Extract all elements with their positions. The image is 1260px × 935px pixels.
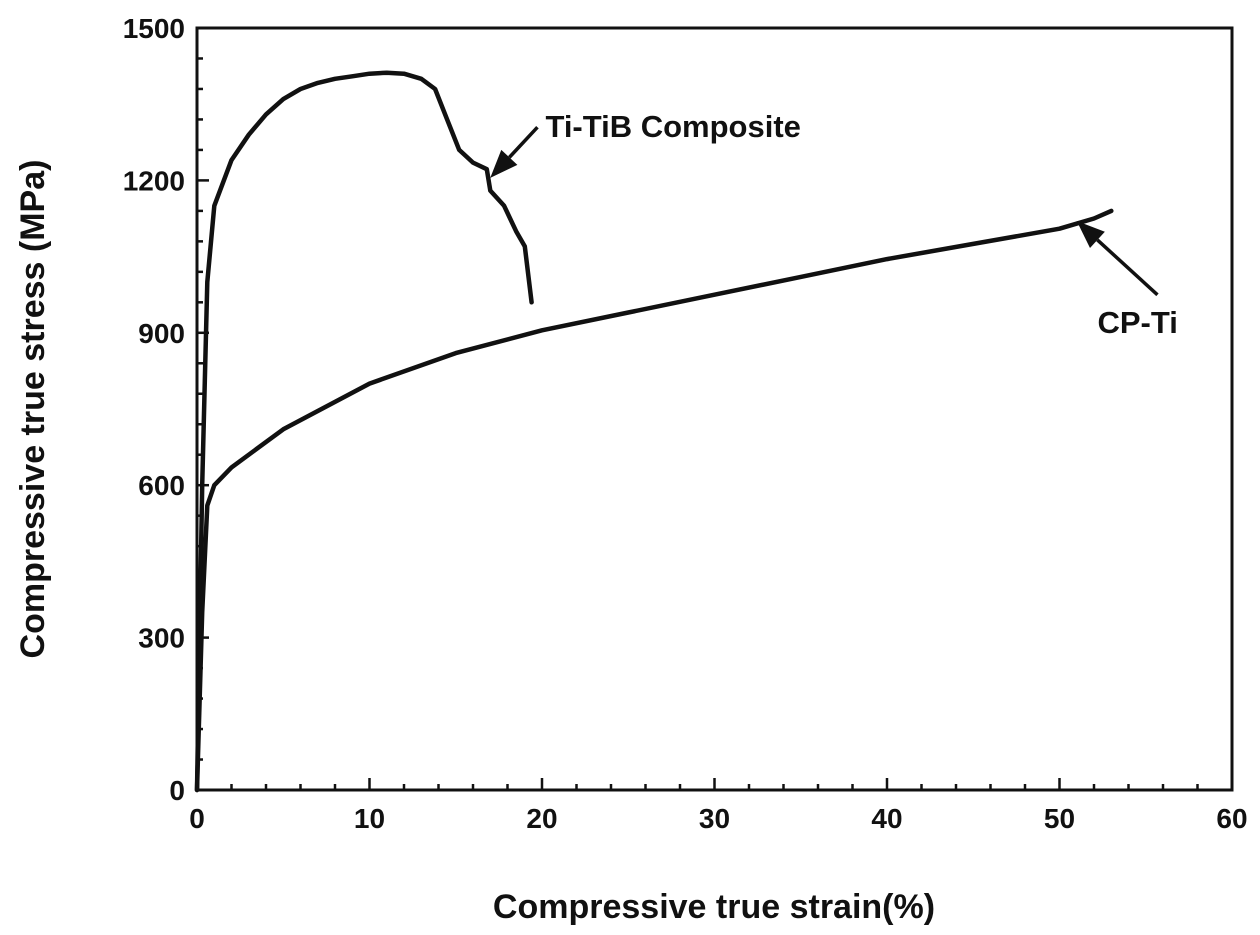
y-tick-label: 1200	[123, 165, 185, 196]
annotation-arrowhead-1	[1076, 221, 1105, 249]
annotation-label-1: CP-Ti	[1097, 305, 1177, 340]
x-tick-label: 30	[699, 803, 730, 834]
x-tick-label: 60	[1216, 803, 1247, 834]
annotation-label-0: Ti-TiB Composite	[545, 109, 800, 144]
annotation-arrow-0	[508, 126, 539, 159]
x-tick-label: 10	[354, 803, 385, 834]
series-line-0	[194, 70, 534, 793]
y-tick-label: 900	[138, 318, 185, 349]
data-series	[194, 70, 1114, 793]
annotation-arrow-1	[1096, 238, 1159, 297]
y-axis-title: Compressive true stress (MPa)	[14, 160, 52, 659]
annotations: Ti-TiB Composite CP-Ti	[490, 109, 1178, 340]
annotation-arrowhead-0	[490, 149, 518, 178]
y-tick-label: 1500	[123, 13, 185, 44]
y-tick-label: 600	[138, 470, 185, 501]
x-axis-title: Compressive true strain(%)	[493, 888, 935, 926]
y-tick-label: 0	[169, 775, 185, 806]
x-tick-label: 40	[871, 803, 902, 834]
x-tick-label: 50	[1044, 803, 1075, 834]
x-tick-label: 20	[526, 803, 557, 834]
series-line-1	[194, 208, 1114, 793]
y-tick-label: 300	[138, 623, 185, 654]
x-tick-label: 0	[189, 803, 205, 834]
